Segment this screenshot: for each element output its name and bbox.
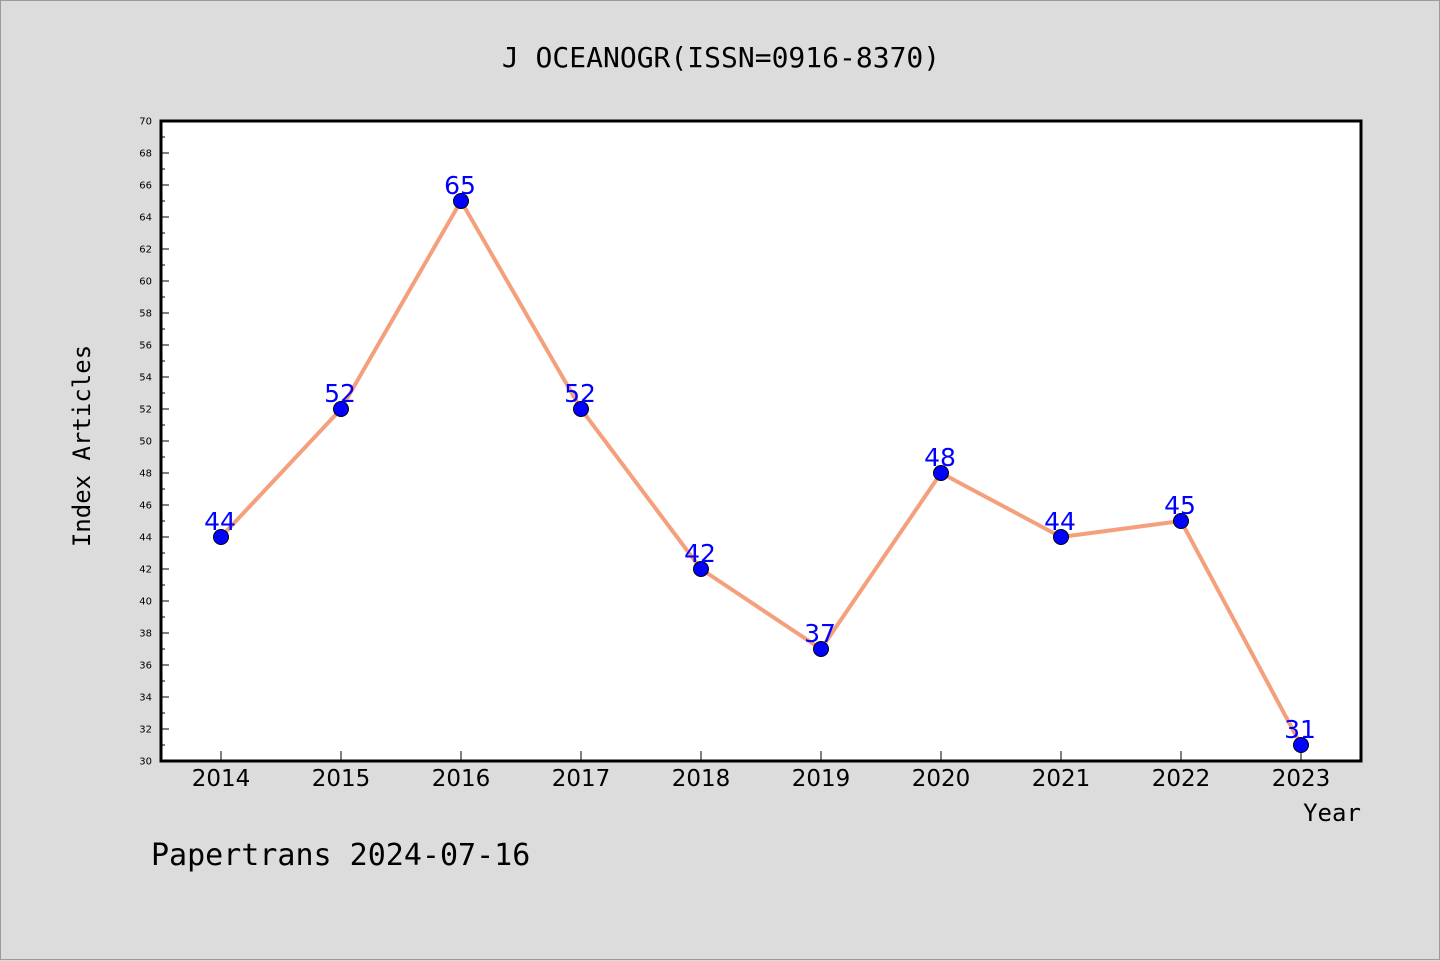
data-label: 48	[924, 443, 956, 472]
data-point	[573, 401, 589, 417]
x-tick-label: 2017	[552, 766, 611, 792]
data-point	[813, 641, 829, 657]
y-tick-label: 68	[139, 149, 152, 160]
data-label: 31	[1284, 715, 1316, 744]
y-tick-label: 52	[139, 405, 152, 416]
data-markers	[213, 193, 1309, 753]
y-tick-label: 70	[139, 117, 152, 128]
y-tick-label: 66	[139, 181, 152, 192]
data-point	[933, 465, 949, 481]
x-tick-label: 2019	[792, 766, 851, 792]
y-tick-label: 30	[139, 757, 152, 768]
y-tick-label: 62	[139, 245, 152, 256]
x-tick-label: 2016	[432, 766, 491, 792]
y-tick-label: 44	[139, 533, 152, 544]
y-tick-label: 60	[139, 277, 152, 288]
y-tick-label: 50	[139, 437, 152, 448]
y-tick-label: 48	[139, 469, 152, 480]
data-labels: 44 52 65 52 42 37 48 44 45 31	[204, 171, 1316, 744]
data-point	[1173, 513, 1189, 529]
data-point	[333, 401, 349, 417]
data-label: 42	[684, 539, 716, 568]
y-tick-label: 64	[139, 213, 152, 224]
y-tick-label: 42	[139, 565, 152, 576]
data-point	[213, 529, 229, 545]
y-axis: 30 32 34 36 38 40 42 44 46 48 50 52 54 56 58 60 62 64 66 68…	[139, 117, 169, 768]
data-label: 44	[204, 507, 236, 536]
y-tick-label: 56	[139, 341, 152, 352]
data-label: 45	[1164, 491, 1196, 520]
x-axis: 2014 2015 2016 2017 2018 2019 2020 2021 2022 2023	[192, 751, 1331, 792]
data-point	[1053, 529, 1069, 545]
data-label: 65	[444, 171, 476, 200]
data-point	[1293, 737, 1309, 753]
x-tick-label: 2020	[912, 766, 971, 792]
y-tick-label: 36	[139, 661, 152, 672]
data-point	[453, 193, 469, 209]
y-tick-label: 54	[139, 373, 152, 384]
data-label: 37	[804, 619, 836, 648]
x-tick-label: 2021	[1032, 766, 1091, 792]
data-point	[693, 561, 709, 577]
y-tick-label: 40	[139, 597, 152, 608]
x-axis-title: Year	[1303, 799, 1361, 827]
x-tick-label: 2022	[1152, 766, 1211, 792]
x-tick-label: 2015	[312, 766, 371, 792]
y-axis-title: Index Articles	[68, 345, 96, 547]
x-tick-label: 2018	[672, 766, 731, 792]
data-label: 44	[1044, 507, 1076, 536]
x-tick-label: 2023	[1272, 766, 1331, 792]
plot-area	[159, 119, 1363, 763]
data-label: 52	[564, 379, 596, 408]
y-tick-label: 38	[139, 629, 152, 640]
data-label: 52	[324, 379, 356, 408]
y-tick-label: 58	[139, 309, 152, 320]
chart-title: J OCEANOGR(ISSN=0916-8370)	[502, 41, 940, 74]
y-tick-label: 34	[139, 693, 152, 704]
series-line	[219, 199, 1303, 746]
x-tick-label: 2014	[192, 766, 251, 792]
y-tick-label: 46	[139, 501, 152, 512]
footer-credit: Papertrans 2024-07-16	[151, 838, 530, 873]
series-polyline	[219, 199, 1303, 746]
y-tick-label: 32	[139, 725, 152, 736]
